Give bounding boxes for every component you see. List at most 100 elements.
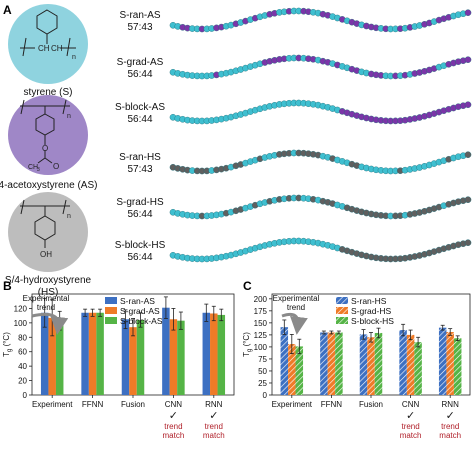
copolymer-chain (169, 99, 472, 125)
bar (327, 332, 336, 395)
x-tick-label: Fusion (121, 400, 145, 409)
x-tick-label: Experiment (272, 400, 313, 409)
bar (288, 344, 296, 395)
monomer-bead (464, 196, 472, 203)
bar (374, 332, 383, 395)
x-tick-label: CNN (402, 400, 420, 409)
bar (121, 319, 130, 395)
panel-c-chart: C 0 25 50 75 100 125 150 175 200 Tg (°C) Experiment… (242, 279, 471, 440)
bar (81, 312, 89, 395)
bar (169, 319, 178, 395)
monomer-hydroxystyrene-circle (8, 192, 88, 272)
copolymer-ratio: 56:44 (127, 114, 152, 125)
y-tick-label: 100 (14, 319, 28, 328)
bar (320, 332, 328, 395)
y-tick-label: 75 (258, 355, 267, 364)
y-tick-label: 125 (254, 331, 268, 340)
monomer-acetoxystyrene-name: 4-acetoxystyrene (AS) (0, 180, 97, 191)
check-mark: ✓ (406, 410, 415, 422)
copolymer-ratio: 57:43 (127, 164, 152, 175)
y-tick-label: 175 (254, 307, 268, 316)
bar (406, 334, 415, 395)
bar (136, 319, 145, 395)
legend-swatch (336, 297, 348, 304)
copolymer-chain (169, 149, 472, 175)
y-tick-label: 120 (14, 304, 28, 313)
y-axis-label: Tg (°C) (2, 332, 13, 357)
bar (210, 313, 218, 395)
x-tick-label: FFNN (82, 400, 104, 409)
legend-swatch (105, 297, 117, 304)
bar (280, 327, 289, 395)
y-tick-label: 0 (23, 391, 28, 400)
monomer-styrene-circle (8, 4, 88, 84)
bar (295, 346, 304, 395)
monomer-hydroxystyrene: n OH S/4-hydroxystyrene (HS) (5, 192, 92, 298)
trend-match-label: match (439, 431, 461, 440)
check-mark: ✓ (446, 410, 455, 422)
hydroxystyrene-n-label: n (67, 213, 71, 220)
trend-match-label: match (203, 431, 225, 440)
legend-label: S-block-AS (120, 316, 163, 326)
y-tick-label: 25 (258, 379, 267, 388)
legend-label: S-ran-HS (351, 296, 387, 306)
trend-match-label: trend (205, 422, 223, 431)
copolymer-chain (169, 237, 472, 263)
acetoxystyrene-ch3-label: CH (28, 164, 38, 171)
styrene-n-label: n (72, 54, 76, 61)
bar (88, 312, 97, 395)
hydroxystyrene-structure (20, 199, 70, 248)
panel-label: C (243, 279, 252, 293)
y-tick-label: 40 (18, 362, 27, 371)
legend-label: S-grad-HS (351, 306, 391, 316)
bar (359, 334, 368, 395)
trend-match-label: match (400, 431, 422, 440)
legend-label: S-ran-AS (120, 296, 155, 306)
annotation-text: Experimental (23, 294, 70, 303)
monomer-bead (464, 151, 472, 158)
y-tick-label: 20 (18, 377, 27, 386)
monomer-hydroxystyrene-name-line1: S/4-hydroxystyrene (5, 275, 92, 286)
y-tick-label: 50 (258, 367, 267, 376)
bar (55, 320, 64, 395)
annotation-text: trend (37, 303, 55, 312)
monomer-styrene: CH CH n styrene (S) (8, 4, 88, 98)
copolymer-name: S-block-AS (115, 102, 165, 113)
copolymer-name: S-grad-HS (116, 197, 164, 208)
copolymer-list: S-ran-AS57:43S-grad-AS56:44S-block-AS56:… (115, 7, 472, 263)
legend-swatch (336, 317, 348, 324)
x-tick-label: RNN (442, 400, 460, 409)
bar (40, 312, 49, 395)
trend-arrow (31, 312, 69, 335)
monomer-acetoxystyrene-circle (8, 95, 88, 175)
copolymer-chain (169, 54, 472, 80)
trend-match-label: trend (401, 422, 419, 431)
bar (129, 327, 137, 395)
panel-label: B (3, 279, 12, 293)
check-mark: ✓ (169, 410, 178, 422)
copolymer-ratio: 56:44 (127, 69, 152, 80)
hydroxystyrene-oh-label: OH (40, 250, 52, 259)
copolymer-name: S-grad-AS (117, 57, 164, 68)
annotation-text: Experimental (273, 294, 320, 303)
legend: S-ran-HSS-grad-HSS-block-HS (336, 296, 394, 326)
trend-match-label: match (163, 431, 185, 440)
copolymer-name: S-ran-HS (119, 152, 161, 163)
bar (96, 312, 104, 395)
acetoxystyrene-o-label: O (42, 144, 48, 153)
copolymer-chain (169, 7, 472, 33)
bar (367, 337, 375, 395)
copolymer-name: S-block-HS (115, 240, 166, 251)
legend-swatch (105, 317, 117, 324)
monomer-bead (464, 239, 472, 246)
bar (399, 330, 407, 395)
monomer-hydroxystyrene-name-line2: (HS) (38, 287, 59, 298)
